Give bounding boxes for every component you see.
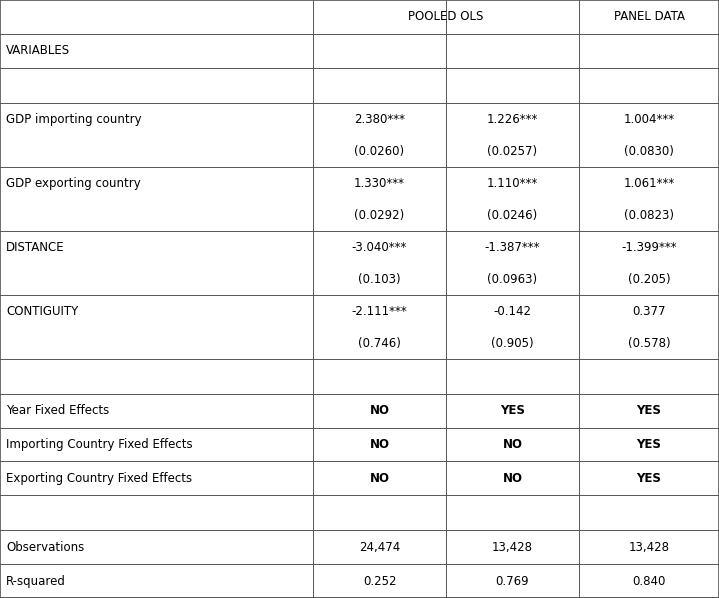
Text: (0.0246): (0.0246) [487,209,538,222]
Text: (0.0257): (0.0257) [487,145,538,158]
Text: -3.040***: -3.040*** [352,241,407,254]
Text: GDP exporting country: GDP exporting country [6,177,141,190]
Text: (0.0292): (0.0292) [354,209,405,222]
Text: (0.746): (0.746) [358,337,401,350]
Text: 13,428: 13,428 [492,541,533,554]
Text: (0.0963): (0.0963) [487,273,538,286]
Text: 24,474: 24,474 [359,541,400,554]
Text: -1.399***: -1.399*** [621,241,677,254]
Text: 1.330***: 1.330*** [354,177,405,190]
Text: R-squared: R-squared [6,575,66,588]
Text: (0.205): (0.205) [628,273,670,286]
Text: 1.110***: 1.110*** [487,177,538,190]
Text: Observations: Observations [6,541,84,554]
Text: 0.840: 0.840 [632,575,666,588]
Text: Importing Country Fixed Effects: Importing Country Fixed Effects [6,438,193,451]
Text: (0.0260): (0.0260) [354,145,405,158]
Text: NO: NO [503,438,523,451]
Text: (0.103): (0.103) [358,273,400,286]
Text: (0.905): (0.905) [491,337,533,350]
Text: YES: YES [636,438,661,451]
Text: (0.578): (0.578) [628,337,670,350]
Text: -1.387***: -1.387*** [485,241,540,254]
Text: NO: NO [503,472,523,485]
Text: NO: NO [370,438,390,451]
Text: NO: NO [370,472,390,485]
Text: 1.226***: 1.226*** [487,113,539,126]
Text: 2.380***: 2.380*** [354,113,405,126]
Text: CONTIGUITY: CONTIGUITY [6,305,78,318]
Text: 13,428: 13,428 [628,541,669,554]
Text: VARIABLES: VARIABLES [6,44,70,57]
Text: PANEL DATA: PANEL DATA [613,10,684,23]
Text: 1.004***: 1.004*** [623,113,674,126]
Text: NO: NO [370,404,390,417]
Text: 0.377: 0.377 [632,305,666,318]
Text: (0.0823): (0.0823) [624,209,674,222]
Text: (0.0830): (0.0830) [624,145,674,158]
Text: 1.061***: 1.061*** [623,177,674,190]
Text: 0.769: 0.769 [495,575,529,588]
Text: -2.111***: -2.111*** [352,305,408,318]
Text: Year Fixed Effects: Year Fixed Effects [6,404,109,417]
Text: YES: YES [636,404,661,417]
Text: Exporting Country Fixed Effects: Exporting Country Fixed Effects [6,472,192,485]
Text: POOLED OLS: POOLED OLS [408,10,484,23]
Text: YES: YES [500,404,525,417]
Text: -0.142: -0.142 [493,305,531,318]
Text: YES: YES [636,472,661,485]
Text: DISTANCE: DISTANCE [6,241,65,254]
Text: GDP importing country: GDP importing country [6,113,142,126]
Text: 0.252: 0.252 [363,575,396,588]
